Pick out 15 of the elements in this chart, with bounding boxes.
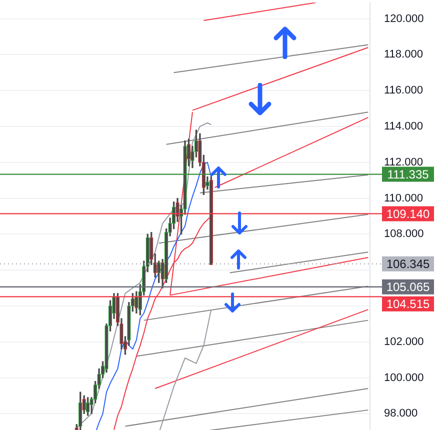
y-tick-label: 114.000 <box>384 120 423 132</box>
y-tick-label: 108.000 <box>384 228 424 240</box>
ref-line-label: 105.065 <box>386 280 430 294</box>
y-tick-label: 110.000 <box>384 192 423 204</box>
y-tick-label: 120.000 <box>384 12 424 25</box>
y-tick-label: 100.000 <box>384 372 424 384</box>
ref-line-label: 106.345 <box>386 257 430 272</box>
y-tick-label: 98.000 <box>384 408 418 420</box>
ref-line-label: 104.515 <box>386 297 430 312</box>
y-tick-label: 116.000 <box>384 84 423 97</box>
ref-line-label: 109.140 <box>386 207 430 222</box>
ref-line-label: 111.335 <box>387 168 430 182</box>
y-tick-label: 112.000 <box>384 156 423 168</box>
y-tick-label: 118.000 <box>384 48 423 61</box>
y-tick-label: 102.000 <box>384 336 424 348</box>
